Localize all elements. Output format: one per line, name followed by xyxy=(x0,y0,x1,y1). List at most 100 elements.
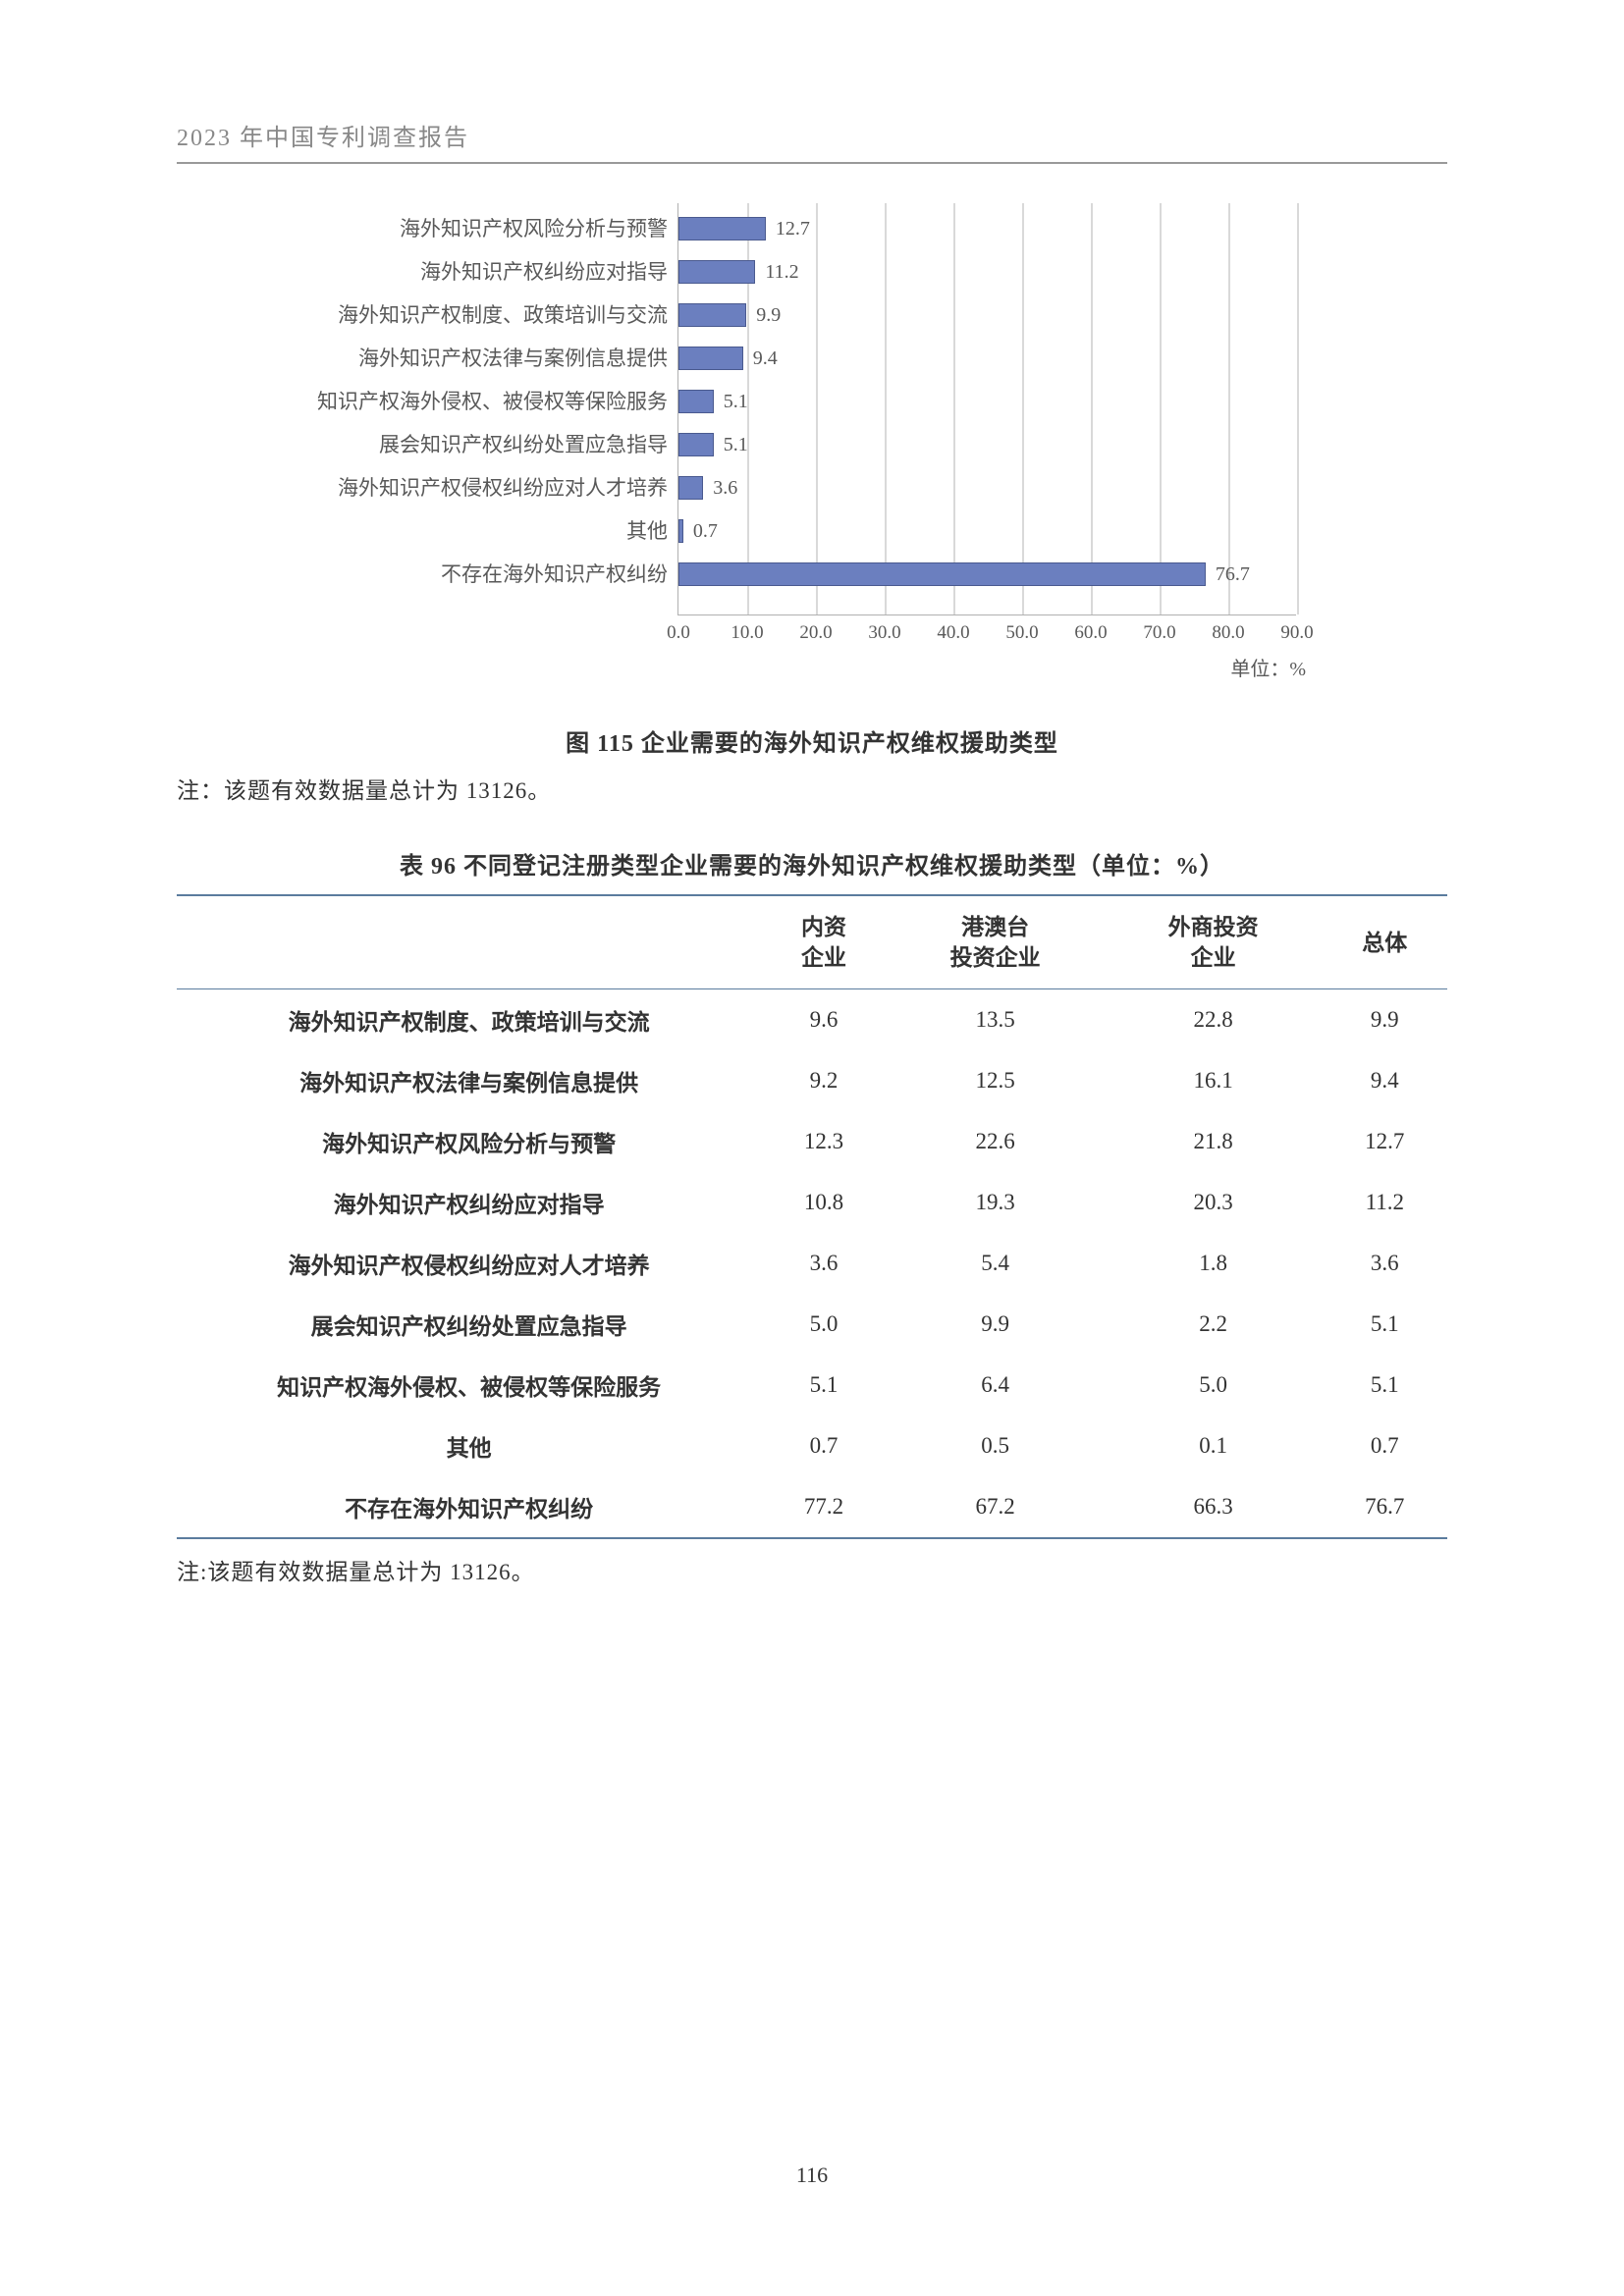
table-cell: 0.7 xyxy=(761,1415,886,1476)
bar-row: 9.9 xyxy=(678,294,1296,337)
table-row: 海外知识产权制度、政策培训与交流9.613.522.89.9 xyxy=(177,989,1447,1051)
chart-category-label: 海外知识产权制度、政策培训与交流 xyxy=(285,294,668,337)
table-cell: 5.0 xyxy=(1105,1355,1323,1415)
bar-value-label: 9.9 xyxy=(746,303,781,327)
table-cell: 77.2 xyxy=(761,1476,886,1538)
table-cell: 66.3 xyxy=(1105,1476,1323,1538)
table-cell: 12.7 xyxy=(1323,1111,1447,1172)
table-cell: 76.7 xyxy=(1323,1476,1447,1538)
x-tick-label: 40.0 xyxy=(937,622,969,644)
x-tick-label: 60.0 xyxy=(1074,622,1107,644)
table-note: 注:该题有效数据量总计为 13126。 xyxy=(177,1553,1447,1586)
bar xyxy=(678,217,766,240)
bar xyxy=(678,303,746,327)
table-row-label: 海外知识产权侵权纠纷应对人才培养 xyxy=(177,1233,761,1294)
x-tick-label: 30.0 xyxy=(868,622,900,644)
table-row-label: 海外知识产权风险分析与预警 xyxy=(177,1111,761,1172)
table-cell: 3.6 xyxy=(1323,1233,1447,1294)
table-cell: 9.2 xyxy=(761,1050,886,1111)
bar-value-label: 9.4 xyxy=(743,347,778,370)
table-cell: 5.1 xyxy=(761,1355,886,1415)
bar-value-label: 3.6 xyxy=(703,476,737,500)
page-header: 2023 年中国专利调查报告 xyxy=(177,118,1447,164)
bar-value-label: 0.7 xyxy=(683,519,718,543)
bar-value-label: 76.7 xyxy=(1206,562,1250,586)
table-cell: 9.6 xyxy=(761,989,886,1051)
bar-value-label: 5.1 xyxy=(714,433,748,456)
bar xyxy=(678,562,1206,586)
table-header-cell: 总体 xyxy=(1323,895,1447,989)
x-tick-label: 50.0 xyxy=(1005,622,1038,644)
chart-category-label: 不存在海外知识产权纠纷 xyxy=(285,553,668,596)
table-cell: 12.3 xyxy=(761,1111,886,1172)
bar-chart: 海外知识产权风险分析与预警海外知识产权纠纷应对指导海外知识产权制度、政策培训与交… xyxy=(304,203,1296,615)
bar xyxy=(678,476,703,500)
table-row-label: 展会知识产权纠纷处置应急指导 xyxy=(177,1294,761,1355)
table-cell: 9.9 xyxy=(1323,989,1447,1051)
table-cell: 20.3 xyxy=(1105,1172,1323,1233)
gridline xyxy=(1297,203,1299,614)
table-header-cell: 外商投资企业 xyxy=(1105,895,1323,989)
chart-category-label: 海外知识产权纠纷应对指导 xyxy=(285,250,668,294)
table-cell: 67.2 xyxy=(887,1476,1105,1538)
bar-value-label: 11.2 xyxy=(755,260,798,284)
table-cell: 9.9 xyxy=(887,1294,1105,1355)
bar-value-label: 5.1 xyxy=(714,390,748,413)
bar-row: 12.7 xyxy=(678,207,1296,250)
table-row-label: 其他 xyxy=(177,1415,761,1476)
table-row-label: 海外知识产权纠纷应对指导 xyxy=(177,1172,761,1233)
table-caption: 表 96 不同登记注册类型企业需要的海外知识产权维权援助类型（单位：%） xyxy=(177,846,1447,881)
chart-category-label: 其他 xyxy=(285,509,668,553)
table-row-label: 不存在海外知识产权纠纷 xyxy=(177,1476,761,1538)
chart-category-label: 知识产权海外侵权、被侵权等保险服务 xyxy=(285,380,668,423)
table-cell: 10.8 xyxy=(761,1172,886,1233)
bar xyxy=(678,433,714,456)
table-row: 海外知识产权侵权纠纷应对人才培养3.65.41.83.6 xyxy=(177,1233,1447,1294)
table-cell: 22.6 xyxy=(887,1111,1105,1172)
table-cell: 21.8 xyxy=(1105,1111,1323,1172)
bar-row: 11.2 xyxy=(678,250,1296,294)
bar-row: 9.4 xyxy=(678,337,1296,380)
bar-row: 76.7 xyxy=(678,553,1296,596)
table-cell: 13.5 xyxy=(887,989,1105,1051)
table-row: 其他0.70.50.10.7 xyxy=(177,1415,1447,1476)
table-header-cell: 内资企业 xyxy=(761,895,886,989)
figure-note: 注：该题有效数据量总计为 13126。 xyxy=(177,772,1447,805)
table-header-cell: 港澳台投资企业 xyxy=(887,895,1105,989)
bar-row: 3.6 xyxy=(678,466,1296,509)
table-row: 海外知识产权法律与案例信息提供9.212.516.19.4 xyxy=(177,1050,1447,1111)
data-table: 内资企业港澳台投资企业外商投资企业总体 海外知识产权制度、政策培训与交流9.61… xyxy=(177,894,1447,1539)
table-row-label: 知识产权海外侵权、被侵权等保险服务 xyxy=(177,1355,761,1415)
table-cell: 12.5 xyxy=(887,1050,1105,1111)
bar xyxy=(678,347,743,370)
table-header-cell xyxy=(177,895,761,989)
table-row: 知识产权海外侵权、被侵权等保险服务5.16.45.05.1 xyxy=(177,1355,1447,1415)
table-cell: 0.5 xyxy=(887,1415,1105,1476)
bar-row: 5.1 xyxy=(678,380,1296,423)
table-row-label: 海外知识产权制度、政策培训与交流 xyxy=(177,989,761,1051)
table-cell: 5.0 xyxy=(761,1294,886,1355)
x-tick-label: 80.0 xyxy=(1212,622,1244,644)
chart-category-label: 展会知识产权纠纷处置应急指导 xyxy=(285,423,668,466)
x-tick-label: 70.0 xyxy=(1143,622,1175,644)
table-row: 海外知识产权风险分析与预警12.322.621.812.7 xyxy=(177,1111,1447,1172)
x-tick-label: 20.0 xyxy=(799,622,832,644)
table-row: 不存在海外知识产权纠纷77.267.266.376.7 xyxy=(177,1476,1447,1538)
bar-row: 0.7 xyxy=(678,509,1296,553)
table-cell: 1.8 xyxy=(1105,1233,1323,1294)
bar-row: 5.1 xyxy=(678,423,1296,466)
figure-caption: 图 115 企业需要的海外知识产权维权援助类型 xyxy=(177,723,1447,758)
table-cell: 9.4 xyxy=(1323,1050,1447,1111)
chart-category-label: 海外知识产权法律与案例信息提供 xyxy=(285,337,668,380)
table-cell: 6.4 xyxy=(887,1355,1105,1415)
x-tick-label: 90.0 xyxy=(1280,622,1313,644)
table-cell: 5.1 xyxy=(1323,1355,1447,1415)
chart-category-label: 海外知识产权风险分析与预警 xyxy=(285,207,668,250)
table-row: 展会知识产权纠纷处置应急指导5.09.92.25.1 xyxy=(177,1294,1447,1355)
table-cell: 0.7 xyxy=(1323,1415,1447,1476)
page-number: 116 xyxy=(0,2163,1624,2188)
table-cell: 5.4 xyxy=(887,1233,1105,1294)
bar xyxy=(678,260,755,284)
table-cell: 5.1 xyxy=(1323,1294,1447,1355)
table-cell: 22.8 xyxy=(1105,989,1323,1051)
